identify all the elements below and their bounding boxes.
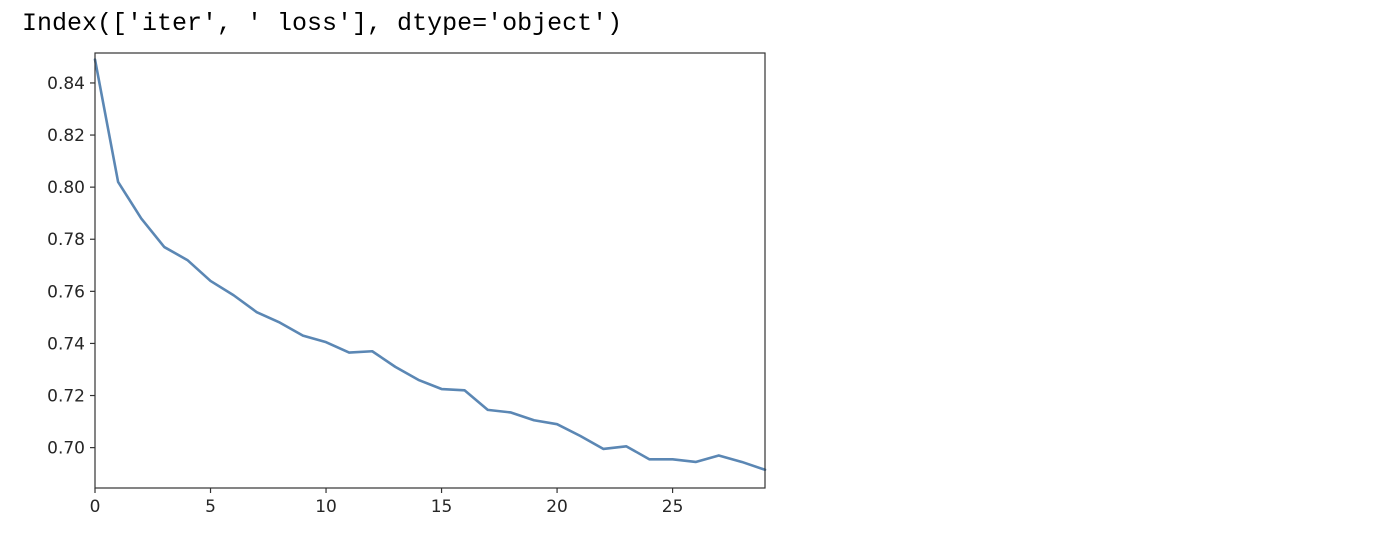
x-tick-label: 0 bbox=[90, 497, 101, 517]
y-tick-label: 0.84 bbox=[47, 74, 85, 94]
plot-frame bbox=[94, 52, 766, 489]
plot-area bbox=[95, 53, 765, 488]
y-tick-label: 0.72 bbox=[47, 387, 85, 407]
series-line-0 bbox=[93, 58, 767, 472]
y-tick-label: 0.78 bbox=[47, 230, 85, 250]
y-tick-label: 0.80 bbox=[47, 178, 85, 198]
y-tick-label: 0.70 bbox=[47, 439, 85, 459]
x-tick-label: 25 bbox=[662, 497, 684, 517]
x-axis: 0 5 10 15 20 25 bbox=[90, 488, 684, 517]
x-tick-label: 15 bbox=[431, 497, 453, 517]
x-tick-label: 10 bbox=[315, 497, 337, 517]
y-tick-label: 0.82 bbox=[47, 126, 85, 146]
x-tick-label: 5 bbox=[205, 497, 216, 517]
cell-output-text: Index(['iter', ' loss'], dtype='object') bbox=[22, 9, 623, 38]
series-layer bbox=[93, 58, 767, 472]
y-tick-label: 0.76 bbox=[47, 282, 85, 302]
y-tick-label: 0.74 bbox=[47, 334, 85, 354]
x-tick-label: 20 bbox=[546, 497, 568, 517]
y-axis: 0.70 0.72 0.74 0.76 0.78 0.80 0.82 0.84 bbox=[47, 74, 95, 459]
